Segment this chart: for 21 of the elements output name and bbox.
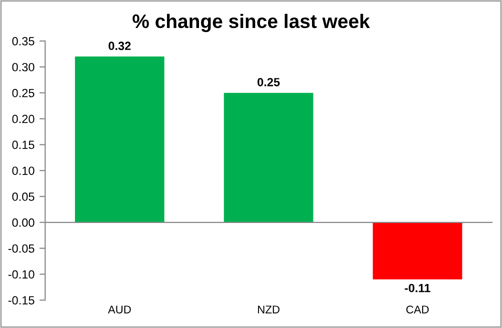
chart-title: % change since last week <box>132 14 370 32</box>
y-tick-label: -0.10 <box>8 270 34 279</box>
bar <box>372 222 462 280</box>
x-tick-label: NZD <box>258 306 280 314</box>
data-label: -0.11 <box>404 284 430 292</box>
data-label: 0.32 <box>108 42 131 50</box>
y-tick-label: 0.35 <box>12 37 34 46</box>
y-tick-label: 0.20 <box>12 114 34 124</box>
y-tick-label: 0.05 <box>12 192 34 201</box>
y-tick-label: 0.15 <box>12 140 34 150</box>
bar <box>224 92 314 222</box>
y-tick-label: 0.00 <box>12 218 34 227</box>
y-tick-label: -0.15 <box>8 296 34 305</box>
x-tick-label: AUD <box>108 306 131 314</box>
data-label: 0.25 <box>258 78 280 86</box>
y-tick-label: 0.30 <box>12 62 34 72</box>
y-tick-label: 0.10 <box>12 166 34 175</box>
bar <box>74 56 164 222</box>
y-tick-label: -0.05 <box>8 244 34 253</box>
y-tick-label: 0.25 <box>12 88 34 98</box>
x-tick-label: CAD <box>406 306 429 314</box>
